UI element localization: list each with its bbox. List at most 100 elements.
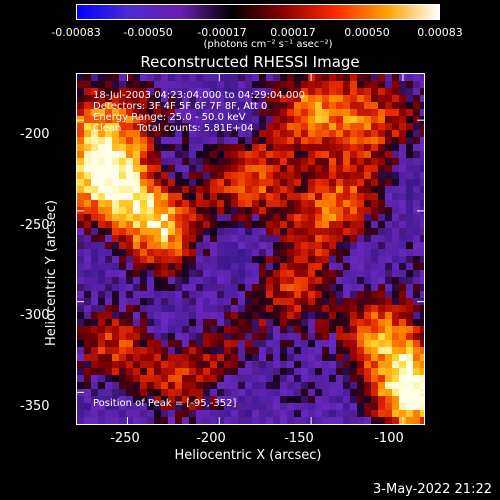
heatmap-cell <box>371 347 378 354</box>
heatmap-cell <box>287 368 294 375</box>
heatmap-cell <box>273 214 280 221</box>
heatmap-cell <box>210 270 217 277</box>
heatmap-cell <box>287 242 294 249</box>
heatmap-cell <box>259 172 266 179</box>
heatmap-cell <box>343 200 350 207</box>
heatmap-cell <box>378 137 385 144</box>
heatmap-cell <box>147 382 154 389</box>
heatmap-cell <box>301 242 308 249</box>
heatmap-cell <box>140 228 147 235</box>
heatmap-cell <box>175 270 182 277</box>
heatmap-cell <box>259 235 266 242</box>
heatmap-cell <box>119 74 126 81</box>
heatmap-cell <box>280 95 287 102</box>
heatmap-cell <box>315 270 322 277</box>
heatmap-cell <box>84 74 91 81</box>
heatmap-cell <box>231 347 238 354</box>
heatmap-cell <box>301 410 308 417</box>
heatmap-cell <box>133 207 140 214</box>
heatmap-cell <box>168 361 175 368</box>
heatmap-cell <box>378 382 385 389</box>
colorbar-label: -0.00017 <box>197 26 247 39</box>
heatmap-cell <box>308 151 315 158</box>
heatmap-cell <box>182 375 189 382</box>
heatmap-cell <box>140 137 147 144</box>
heatmap-cell <box>357 270 364 277</box>
heatmap-cell <box>154 193 161 200</box>
heatmap-cell <box>126 277 133 284</box>
heatmap-cell <box>420 102 424 109</box>
heatmap-cell <box>413 305 420 312</box>
heatmap-cell <box>420 361 424 368</box>
heatmap-cell <box>336 368 343 375</box>
heatmap-cell <box>105 130 112 137</box>
heatmap-cell <box>161 200 168 207</box>
heatmap-cell <box>364 410 371 417</box>
heatmap-cell <box>224 137 231 144</box>
heatmap-cell <box>154 270 161 277</box>
heatmap-cell <box>322 74 329 81</box>
heatmap-cell <box>399 207 406 214</box>
heatmap-cell <box>77 214 84 221</box>
heatmap-cell <box>266 347 273 354</box>
heatmap-cell <box>133 130 140 137</box>
heatmap-cell <box>371 186 378 193</box>
heatmap-cell <box>336 186 343 193</box>
heatmap-cell <box>238 81 245 88</box>
heatmap-cell <box>140 298 147 305</box>
heatmap-cell <box>287 228 294 235</box>
heatmap-cell <box>245 228 252 235</box>
heatmap-cell <box>154 151 161 158</box>
heatmap-cell <box>196 88 203 95</box>
heatmap-cell <box>224 396 231 403</box>
x-tick-label: -100 <box>374 431 404 446</box>
heatmap-cell <box>168 270 175 277</box>
heatmap-cell <box>392 277 399 284</box>
heatmap-cell <box>168 81 175 88</box>
heatmap-cell <box>84 312 91 319</box>
heatmap-cell <box>112 193 119 200</box>
heatmap-cell <box>315 312 322 319</box>
heatmap-cell <box>343 235 350 242</box>
heatmap-cell <box>224 179 231 186</box>
heatmap-cell <box>287 382 294 389</box>
heatmap-cell <box>224 389 231 396</box>
heatmap-cell <box>273 130 280 137</box>
heatmap-cell <box>175 340 182 347</box>
heatmap-cell <box>329 417 336 424</box>
heatmap-cell <box>259 270 266 277</box>
heatmap-cell <box>357 130 364 137</box>
heatmap-cell <box>287 340 294 347</box>
heatmap-cell <box>140 396 147 403</box>
heatmap-cell <box>399 151 406 158</box>
heatmap-cell <box>308 284 315 291</box>
heatmap-cell <box>252 396 259 403</box>
heatmap-cell <box>238 144 245 151</box>
heatmap-cell <box>385 109 392 116</box>
heatmap-cell <box>413 382 420 389</box>
heatmap-cell <box>371 214 378 221</box>
heatmap-cell <box>203 347 210 354</box>
heatmap-cell <box>322 354 329 361</box>
heatmap-cell <box>343 354 350 361</box>
heatmap-cell <box>126 298 133 305</box>
heatmap-cell <box>406 200 413 207</box>
heatmap-cell <box>91 242 98 249</box>
heatmap-cell <box>231 375 238 382</box>
heatmap-cell <box>140 207 147 214</box>
heatmap-cell <box>259 291 266 298</box>
heatmap-cell <box>147 193 154 200</box>
heatmap-cell <box>315 396 322 403</box>
heatmap-cell <box>280 179 287 186</box>
heatmap-cell <box>175 88 182 95</box>
heatmap-cell <box>168 249 175 256</box>
heatmap-cell <box>196 326 203 333</box>
heatmap-cell <box>77 144 84 151</box>
heatmap-cell <box>133 263 140 270</box>
colorbar-label: 0.00083 <box>417 26 463 39</box>
heatmap-cell <box>238 389 245 396</box>
heatmap-cell <box>364 312 371 319</box>
heatmap-cell <box>161 382 168 389</box>
heatmap-cell <box>294 123 301 130</box>
heatmap-cell <box>385 291 392 298</box>
